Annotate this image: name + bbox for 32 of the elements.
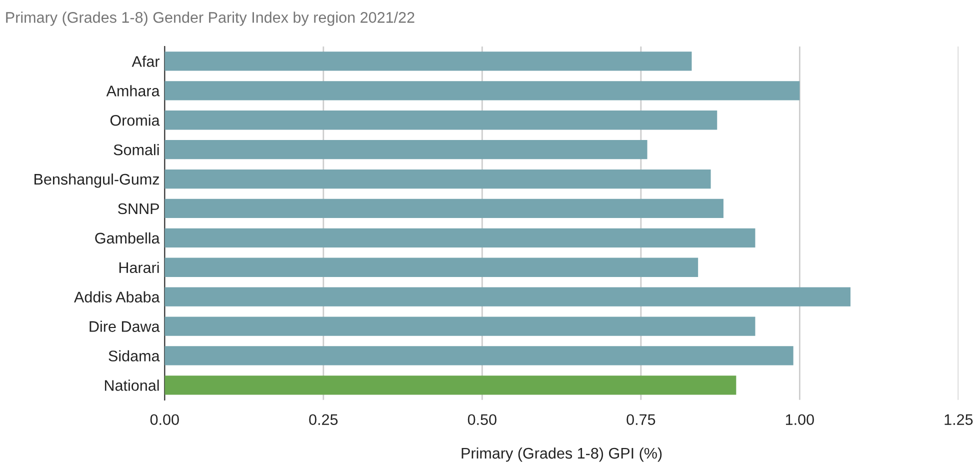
x-tick-label: 0.00 xyxy=(150,414,179,426)
bar xyxy=(164,198,724,218)
bar xyxy=(164,287,850,306)
x-tick-label: 0.25 xyxy=(309,414,338,426)
bar xyxy=(164,110,718,130)
y-tick-label: Harari xyxy=(119,262,159,274)
y-tick-label: Sidama xyxy=(108,350,160,362)
y-tick-label: Gambella xyxy=(95,232,160,244)
bar xyxy=(164,228,756,248)
chart-title: Primary (Grades 1-8) Gender Parity Index by region 2021/22 xyxy=(6,12,414,26)
bar xyxy=(164,346,794,366)
y-tick-label: Somali xyxy=(114,144,159,156)
x-tick-label: 1.25 xyxy=(944,414,973,426)
y-tick-label: Amhara xyxy=(106,85,160,96)
bar xyxy=(164,81,800,100)
bar xyxy=(164,376,736,395)
bar xyxy=(164,52,692,71)
x-tick-label: 1.00 xyxy=(786,414,814,426)
bar xyxy=(164,258,698,277)
y-tick-label: SNNP xyxy=(118,203,159,214)
bar xyxy=(164,140,648,160)
bar xyxy=(164,169,711,189)
x-tick-label: 0.50 xyxy=(468,414,496,426)
x-axis-title: Primary (Grades 1-8) GPI (%) xyxy=(462,447,662,462)
x-tick-label: 0.75 xyxy=(626,414,656,426)
y-tick-label: National xyxy=(104,380,159,391)
y-tick-label: Dire Dawa xyxy=(90,320,160,332)
y-tick-label: Oromia xyxy=(110,114,160,126)
y-tick-label: Afar xyxy=(132,56,160,67)
y-tick-label: Addis Ababa xyxy=(74,291,160,303)
y-tick-label: Benshangul-Gumz xyxy=(34,173,160,188)
bar xyxy=(164,316,756,336)
